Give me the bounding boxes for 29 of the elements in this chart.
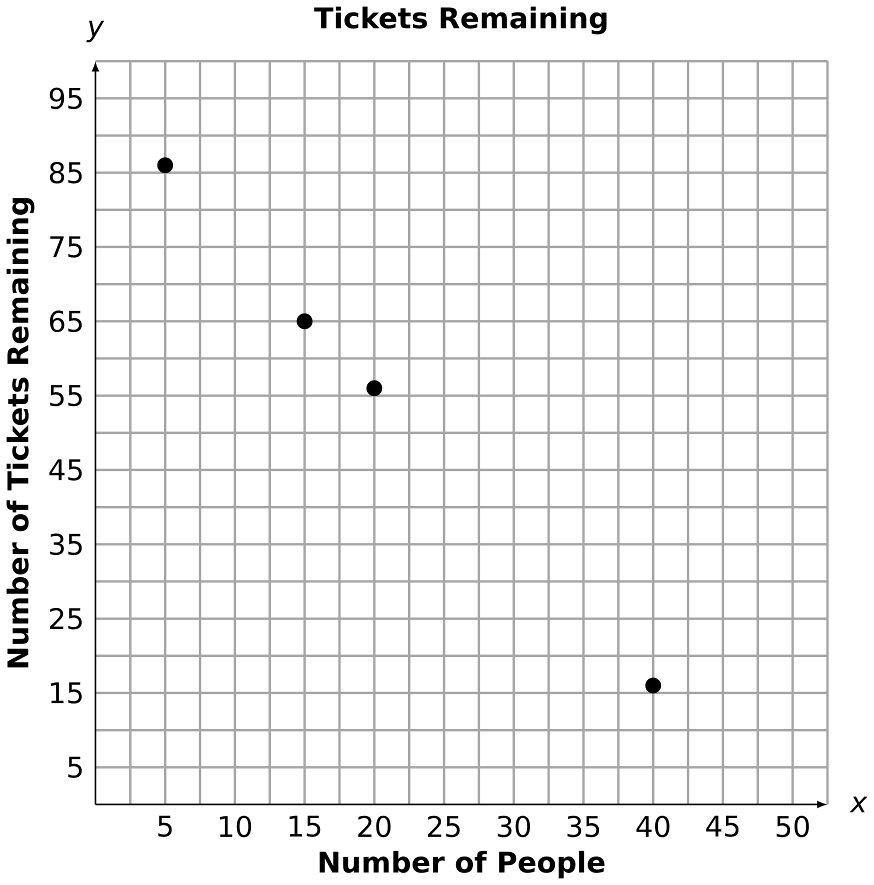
x-tick-label: 20 xyxy=(358,816,391,838)
y-tick-label: 25 xyxy=(50,608,82,630)
y-tick-label: 55 xyxy=(50,385,82,406)
y-tick-label: 75 xyxy=(50,236,82,258)
x-tick-label: 25 xyxy=(428,816,460,838)
point xyxy=(157,157,174,174)
point xyxy=(296,313,313,330)
y-tick-label: 45 xyxy=(49,459,82,481)
x-tick-label: 50 xyxy=(776,816,809,838)
y-tick-label: 85 xyxy=(50,162,82,184)
x-tick-label: 5 xyxy=(158,816,172,837)
x-tick-label: 45 xyxy=(706,816,739,837)
y-axis-title: Number of Tickets Remaining xyxy=(6,198,34,668)
y-tick-label: 15 xyxy=(51,682,82,704)
point xyxy=(366,380,382,396)
x-tick-label: 40 xyxy=(636,816,670,838)
y-tick-label: 65 xyxy=(50,310,82,332)
chart-title: Tickets Remaining xyxy=(314,6,607,34)
x-axis-title: Number of People xyxy=(320,850,605,878)
y-tick-label: 35 xyxy=(50,534,82,556)
x-tick-label: 35 xyxy=(568,816,600,838)
text: y xyxy=(86,20,104,42)
point xyxy=(645,678,662,694)
x-tick-label: 30 xyxy=(498,816,530,838)
text: x xyxy=(850,796,868,812)
y-tick-label: 5 xyxy=(68,756,82,778)
y-tick-label: 95 xyxy=(50,88,82,110)
x-tick-label: 15 xyxy=(290,816,320,837)
x-tick-label: 10 xyxy=(220,816,252,838)
